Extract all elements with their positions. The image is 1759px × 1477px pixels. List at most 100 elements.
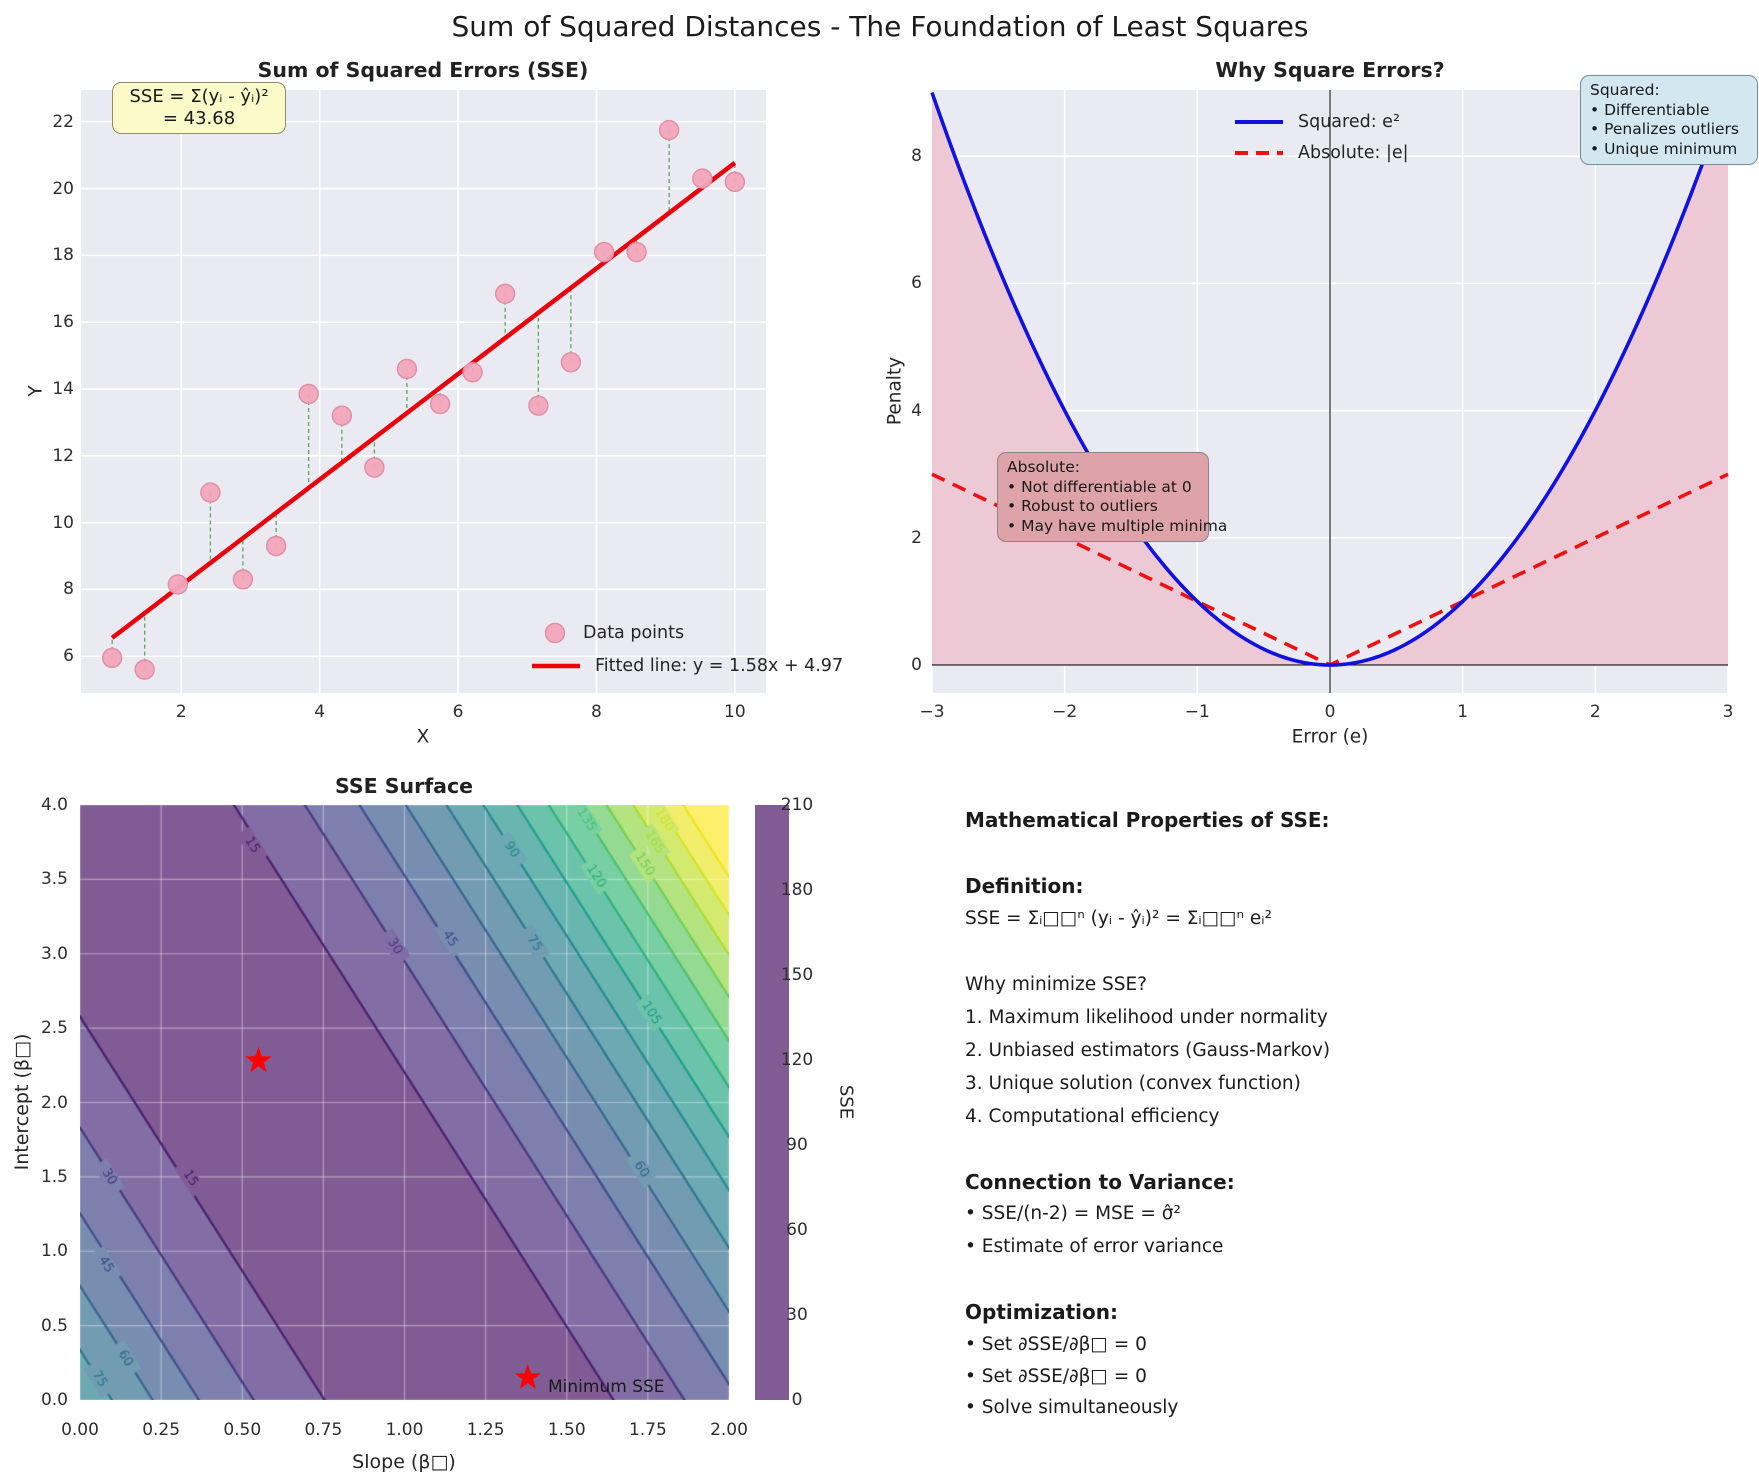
panel-item: 1. Maximum likelihood under normality [965, 1007, 1328, 1028]
tick-label: 6 [911, 273, 922, 294]
panel-bullet: • Set ∂SSE/∂β□ = 0 [965, 1334, 1147, 1355]
colorbar [755, 805, 789, 1400]
tick-label: 6 [452, 702, 464, 722]
tick-label: 10 [724, 702, 746, 722]
data-point [265, 535, 287, 557]
absolute-annotation-line: • May have multiple minima [1007, 516, 1228, 535]
penalty-fill-region [932, 92, 1728, 666]
tick-label: 1.75 [628, 1420, 667, 1440]
tick-label: 8 [911, 146, 922, 167]
panel-bullet: • SSE/(n-2) = MSE = σ̂² [965, 1203, 1181, 1224]
tick-label: 180 [780, 880, 814, 900]
data-point [200, 482, 221, 503]
tick-label: 2 [911, 527, 922, 548]
absolute-annotation-line: • Robust to outliers [1007, 497, 1158, 515]
tick-label: 4.0 [40, 795, 68, 815]
tick-label: 2.00 [710, 1420, 748, 1440]
tick-label: 0 [1324, 702, 1336, 722]
tick-label: −1 [1184, 702, 1210, 722]
panel-formula: SSE = Σᵢ□□ⁿ (yᵢ - ŷᵢ)² = Σᵢ□□ⁿ eᵢ² [965, 908, 1273, 929]
tick-label: 1.25 [466, 1420, 505, 1440]
tick-label: 14 [52, 378, 74, 399]
fitted-line [110, 161, 737, 640]
fitted-line-swatch [532, 663, 580, 669]
squared-error-curve [930, 91, 1730, 667]
penalty-plot-title: Why Square Errors? [1215, 58, 1445, 82]
legend-fitted-line-label: Fitted line: y = 1.58x + 4.97 [595, 656, 844, 676]
tick-label: 30 [786, 1305, 808, 1325]
legend-squared-label: Squared: e² [1298, 112, 1400, 132]
sse-value: = 43.68 [162, 108, 236, 129]
tick-label: 4 [314, 702, 326, 722]
scatter-plot-title: Sum of Squared Errors (SSE) [257, 58, 589, 82]
tick-label: 60 [786, 1220, 808, 1240]
tick-label: −2 [1052, 702, 1078, 722]
tick-label: 1 [1457, 702, 1469, 722]
panel-bullet: • Set ∂SSE/∂β□ = 0 [965, 1366, 1147, 1387]
panel-bullet: • Solve simultaneously [965, 1397, 1179, 1418]
sse-annotation-box: SSE = Σ(yᵢ - ŷᵢ)² = 43.68 [112, 82, 286, 134]
data-point [560, 352, 582, 373]
squared-annotation-line: • Unique minimum [1590, 139, 1738, 158]
sse-formula: SSE = Σ(yᵢ - ŷᵢ)² [129, 86, 269, 107]
panel-subheading-definition: Definition: [965, 874, 1084, 898]
tick-label: 16 [52, 312, 74, 333]
tick-label: 8 [63, 579, 74, 600]
data-points-swatch [544, 622, 566, 644]
tick-label: 2.5 [40, 1018, 68, 1039]
tick-label: 0 [911, 655, 922, 675]
contour-yaxis-label: Intercept (β□) [11, 1033, 33, 1171]
panel-question: Why minimize SSE? [965, 974, 1148, 995]
tick-label: 2 [1589, 702, 1601, 722]
tick-label: 2.0 [40, 1092, 68, 1113]
tick-label: 0 [791, 1390, 803, 1410]
data-point [658, 119, 680, 141]
tick-label: 18 [52, 245, 74, 266]
tick-label: 2 [175, 702, 187, 722]
tick-label: 3.0 [40, 943, 68, 964]
tick-label: 1.0 [40, 1241, 68, 1262]
tick-label: 0.5 [40, 1315, 68, 1336]
data-point [364, 457, 385, 478]
data-point [692, 168, 713, 189]
tick-label: 6 [63, 646, 74, 667]
data-point [494, 283, 516, 304]
panel-item: 4. Computational efficiency [965, 1106, 1220, 1127]
tick-label: 4 [911, 400, 922, 421]
tick-label: 20 [52, 178, 74, 199]
colorbar-label: SSE [835, 1084, 857, 1120]
data-point [593, 241, 615, 263]
data-point [101, 647, 123, 669]
tick-label: 3 [1722, 702, 1734, 722]
tick-label: 210 [780, 795, 814, 815]
data-point [429, 393, 451, 415]
tick-label: 12 [52, 445, 74, 466]
tick-label: 0.50 [223, 1420, 262, 1440]
contour-xaxis-label: Slope (β□) [352, 1451, 456, 1473]
data-point [331, 405, 353, 426]
panel-item: 2. Unbiased estimators (Gauss-Markov) [965, 1040, 1331, 1061]
panel-heading: Mathematical Properties of SSE: [965, 808, 1330, 832]
tick-label: 22 [52, 111, 74, 132]
panel-bullet: • Estimate of error variance [965, 1236, 1224, 1257]
squared-annotation-line: • Penalizes outliers [1590, 120, 1739, 138]
data-point [232, 569, 254, 590]
tick-label: 1.50 [547, 1420, 586, 1440]
panel-subheading-variance: Connection to Variance: [965, 1170, 1235, 1194]
tick-label: 1.5 [40, 1166, 68, 1187]
tick-label: 0.0 [40, 1390, 68, 1410]
penalty-xaxis-label: Error (e) [1291, 726, 1369, 748]
absolute-annotation-title: Absolute: [1007, 458, 1080, 476]
tick-label: 8 [591, 702, 602, 722]
data-point [396, 358, 418, 380]
scatter-yaxis-label: Y [25, 385, 47, 397]
absolute-annotation-line: • Not differentiable at 0 [1007, 477, 1192, 496]
squared-line-swatch [1235, 120, 1283, 124]
absolute-annotation-box: Absolute: • Not differentiable at 0 • Ro… [997, 452, 1228, 542]
squared-annotation-line: • Differentiable [1590, 100, 1710, 119]
data-point [134, 659, 155, 680]
tick-label: 90 [786, 1135, 808, 1155]
plot-background [81, 90, 766, 693]
tick-label: 0.00 [61, 1420, 99, 1440]
